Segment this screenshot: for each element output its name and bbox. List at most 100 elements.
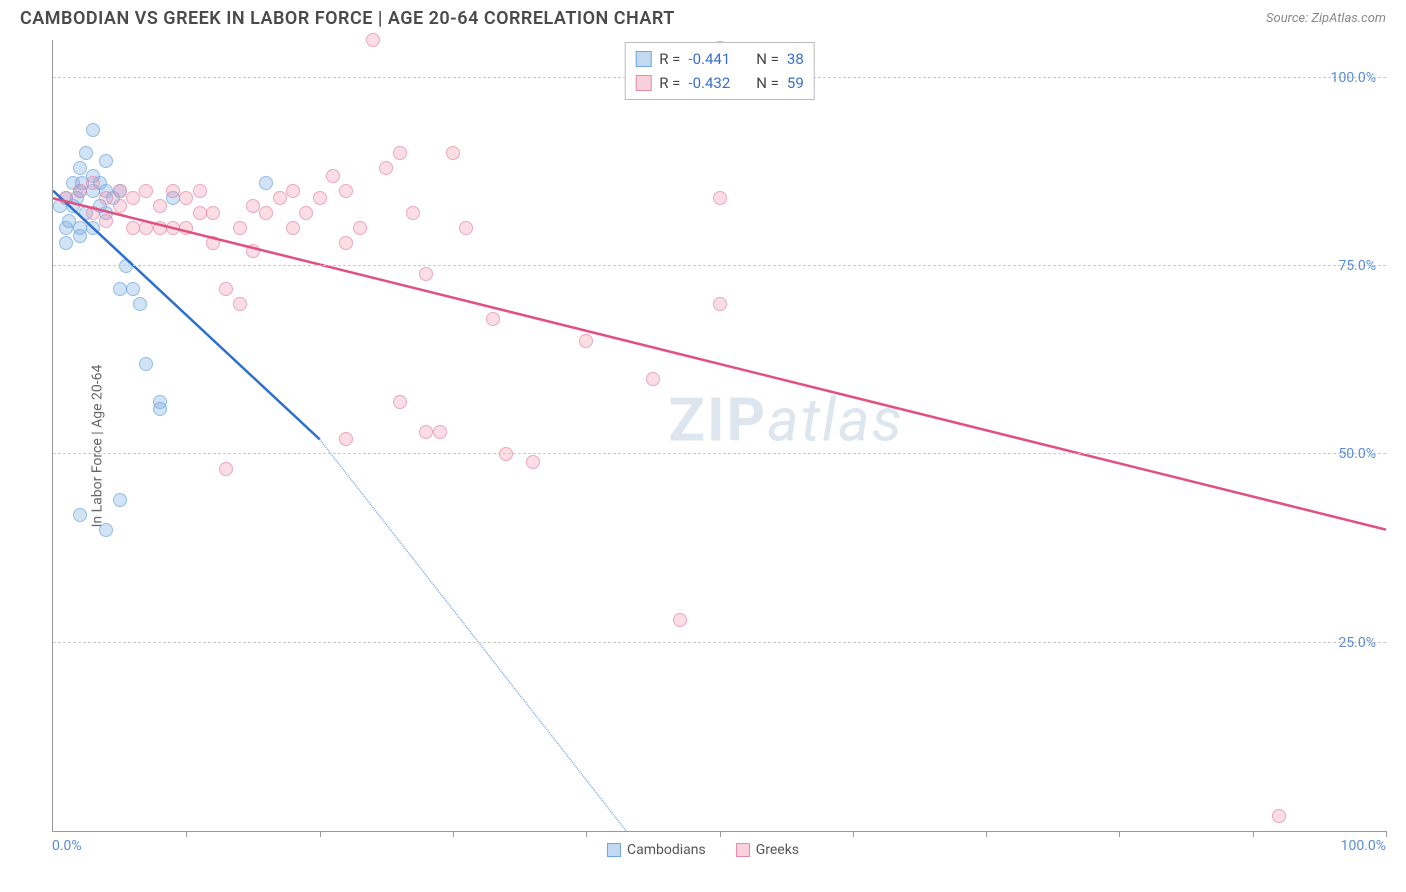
- data-point: [59, 236, 73, 250]
- data-point: [79, 146, 93, 160]
- data-point: [153, 402, 167, 416]
- data-point: [286, 184, 300, 198]
- data-point: [86, 206, 100, 220]
- data-point: [73, 184, 87, 198]
- data-point: [113, 493, 127, 507]
- x-max-label: 100.0%: [1341, 838, 1386, 854]
- data-point: [133, 297, 147, 311]
- legend-swatch-cambodians-icon: [607, 843, 621, 857]
- chart-title: CAMBODIAN VS GREEK IN LABOR FORCE | AGE …: [20, 8, 675, 29]
- n-value-cambodians: 38: [787, 47, 804, 71]
- data-point: [62, 214, 76, 228]
- y-tick-label: 50.0%: [1338, 446, 1376, 462]
- data-point: [273, 191, 287, 205]
- data-point: [393, 146, 407, 160]
- data-point: [86, 221, 100, 235]
- data-point: [286, 221, 300, 235]
- data-point: [499, 447, 513, 461]
- data-point: [206, 206, 220, 220]
- data-point: [86, 123, 100, 137]
- data-point: [99, 154, 113, 168]
- data-point: [206, 236, 220, 250]
- data-point: [259, 206, 273, 220]
- gridline: [53, 642, 1386, 643]
- data-point: [339, 432, 353, 446]
- source-label: Source: ZipAtlas.com: [1266, 11, 1386, 26]
- x-tick: [1386, 831, 1387, 837]
- n-label: N =: [756, 47, 779, 71]
- data-point: [259, 176, 273, 190]
- x-tick: [853, 831, 854, 837]
- legend-label-cambodians: Cambodians: [627, 842, 706, 858]
- r-value-greeks: -0.432: [688, 71, 730, 95]
- data-point: [419, 425, 433, 439]
- data-point: [113, 282, 127, 296]
- legend-label-greeks: Greeks: [756, 842, 799, 858]
- y-tick-label: 100.0%: [1331, 70, 1376, 86]
- legend-item-greeks: Greeks: [736, 842, 799, 858]
- swatch-cambodians-icon: [635, 51, 651, 67]
- data-point: [1272, 809, 1286, 823]
- data-point: [99, 191, 113, 205]
- data-point: [166, 184, 180, 198]
- data-point: [246, 199, 260, 213]
- data-point: [673, 613, 687, 627]
- x-tick: [453, 831, 454, 837]
- data-point: [233, 297, 247, 311]
- y-tick-label: 75.0%: [1338, 258, 1376, 274]
- data-point: [713, 297, 727, 311]
- data-point: [233, 221, 247, 235]
- legend-swatch-greeks-icon: [736, 843, 750, 857]
- x-tick: [586, 831, 587, 837]
- data-point: [526, 455, 540, 469]
- data-point: [299, 206, 313, 220]
- data-point: [139, 184, 153, 198]
- stats-row-cambodians: R = -0.441 N = 38: [635, 47, 804, 71]
- data-point: [326, 169, 340, 183]
- x-tick: [320, 831, 321, 837]
- gridline: [53, 265, 1386, 266]
- data-point: [366, 33, 380, 47]
- data-point: [219, 462, 233, 476]
- data-point: [59, 191, 73, 205]
- x-origin-label: 0.0%: [52, 838, 82, 854]
- y-tick-label: 25.0%: [1338, 635, 1376, 651]
- n-value-greeks: 59: [787, 71, 804, 95]
- data-point: [179, 191, 193, 205]
- data-point: [339, 184, 353, 198]
- data-point: [646, 372, 660, 386]
- r-value-cambodians: -0.441: [688, 47, 730, 71]
- data-point: [139, 221, 153, 235]
- data-point: [179, 221, 193, 235]
- x-tick: [986, 831, 987, 837]
- data-point: [193, 206, 207, 220]
- data-point: [86, 176, 100, 190]
- data-point: [166, 221, 180, 235]
- data-point: [713, 191, 727, 205]
- data-point: [433, 425, 447, 439]
- data-point: [153, 221, 167, 235]
- data-point: [99, 214, 113, 228]
- data-point: [153, 199, 167, 213]
- data-point: [419, 267, 433, 281]
- n-label: N =: [756, 71, 779, 95]
- data-point: [339, 236, 353, 250]
- data-point: [393, 395, 407, 409]
- data-point: [486, 312, 500, 326]
- stats-row-greeks: R = -0.432 N = 59: [635, 71, 804, 95]
- data-point: [119, 259, 133, 273]
- data-point: [406, 206, 420, 220]
- r-label: R =: [659, 71, 680, 95]
- data-point: [113, 184, 127, 198]
- data-point: [219, 282, 233, 296]
- legend-bottom: Cambodians Greeks: [607, 842, 799, 858]
- data-point: [126, 221, 140, 235]
- data-point: [126, 282, 140, 296]
- data-point: [579, 334, 593, 348]
- data-point: [73, 161, 87, 175]
- data-point: [459, 221, 473, 235]
- swatch-greeks-icon: [635, 75, 651, 91]
- legend-item-cambodians: Cambodians: [607, 842, 706, 858]
- data-point: [113, 199, 127, 213]
- data-point: [193, 184, 207, 198]
